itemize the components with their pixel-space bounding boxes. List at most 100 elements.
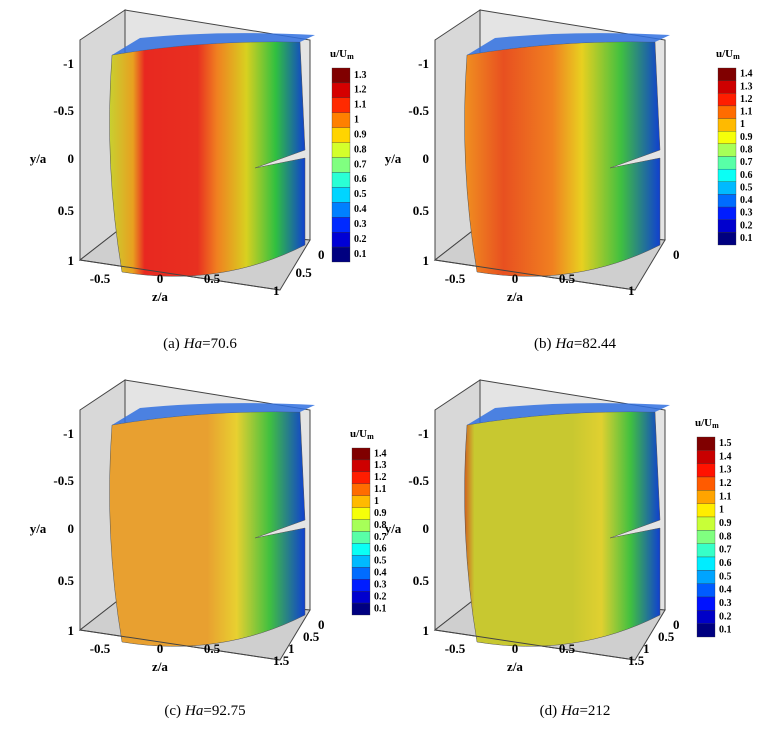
colorbar-swatch [331, 187, 351, 203]
colorbar-label: 0.4 [374, 568, 387, 579]
colorbar-label: 0.9 [374, 508, 387, 519]
colorbar-label: 1.3 [374, 460, 387, 471]
colorbar-label: 0.5 [374, 556, 387, 567]
colorbar-label: 0.6 [354, 174, 367, 185]
panel: y/a -1 -0.5 0 0.5 1 -0.5 0 0.5 z/a 0 0.5 1 u/Um1.3 1.2… [30, 9, 367, 304]
colorbar-swatch [351, 555, 371, 568]
z-axis-label: z/a [152, 659, 168, 674]
colorbar-title: u/Um [695, 417, 719, 430]
colorbar-label: 0.2 [740, 220, 753, 231]
caption: (b) Ha=82.44 [534, 336, 617, 352]
colorbar-label: 0.9 [719, 518, 732, 529]
y-tick-label: 0.5 [413, 573, 430, 588]
y-tick-label: -0.5 [408, 473, 429, 488]
colorbar-swatch [351, 531, 371, 544]
x-tick-label: 0 [673, 617, 680, 632]
colorbar-title: u/Um [330, 48, 354, 61]
panel: y/a-1-0.500.51-0.5 0 0.5z/a00.511.5u/Um1.4… [30, 379, 387, 674]
colorbar-swatch [696, 463, 716, 478]
colorbar-swatch [331, 172, 351, 188]
colorbar-swatch [717, 232, 737, 246]
colorbar-label: 0.8 [740, 144, 753, 155]
colorbar-swatch [717, 67, 737, 81]
y-axis-label: y/a [30, 521, 47, 536]
colorbar-swatch [331, 82, 351, 98]
colorbar-swatch [696, 570, 716, 584]
z-tick-label: 0.5 [204, 271, 221, 286]
colorbar-swatch [696, 596, 716, 611]
colorbar-swatch [331, 112, 351, 128]
caption-label: (d) [540, 703, 558, 719]
front-edge [434, 259, 636, 291]
colorbar-label: 1 [740, 119, 745, 130]
colorbar-label: 0.7 [354, 159, 367, 170]
colorbar-title-main: u/U [350, 428, 367, 440]
colorbar-label: 0.4 [354, 204, 367, 215]
caption: (a) Ha=70.6 [163, 336, 237, 352]
colorbar-label: 0.3 [374, 579, 387, 590]
colorbar-label: 0.1 [719, 625, 732, 636]
caption-value: =92.75 [203, 703, 245, 719]
colorbar-swatch [717, 93, 737, 107]
colorbar-swatch [331, 127, 351, 143]
caption-value: =70.6 [202, 336, 237, 352]
x-tick-label: 1.5 [628, 653, 645, 668]
y-tick-label: -1 [418, 56, 429, 71]
colorbar-swatch [696, 556, 716, 571]
y-tick-label: 0 [68, 521, 75, 536]
y-tick-label: -0.5 [408, 103, 429, 118]
z-tick-label: 0.5 [559, 641, 576, 656]
colorbar-label: 1.1 [374, 484, 387, 495]
colorbar-label: 0.6 [719, 558, 732, 569]
colorbar-swatch [331, 67, 351, 84]
x-tick-label: 0.5 [303, 629, 320, 644]
y-axis-label: y/a [385, 521, 402, 536]
colorbar-swatch [717, 194, 737, 208]
colorbar-label: 1 [719, 505, 724, 516]
colorbar-label: 1.3 [719, 465, 732, 476]
colorbar-swatch [696, 610, 716, 624]
z-tick-label: 0 [157, 641, 164, 656]
z-tick-label: 0.5 [204, 641, 221, 656]
colorbar-swatch [717, 206, 737, 220]
colorbar-label: 0.1 [374, 603, 387, 614]
colorbar-label: 1.3 [740, 81, 753, 92]
caption-variable: Ha [183, 336, 202, 352]
colorbar-swatch [351, 602, 371, 616]
colorbar-label: 0.6 [740, 170, 753, 181]
colorbar-swatch [717, 181, 737, 195]
caption-label: (a) [163, 336, 180, 352]
colorbar-swatch [696, 543, 716, 558]
colorbar-label: 1.1 [740, 107, 753, 118]
colorbar-label: 0.4 [740, 195, 753, 206]
colorbar-swatch [351, 495, 371, 508]
panel: y/a-1-0.500.51-0.5 0 0.5z/a00.511.5u/Um1.5… [385, 379, 732, 674]
colorbar-swatch [717, 118, 737, 132]
x-tick-label: 0.5 [296, 265, 313, 280]
y-tick-label: 0 [423, 151, 430, 166]
colorbar-swatch [717, 143, 737, 157]
colorbar-swatch [696, 490, 716, 504]
x-tick-label: 0 [673, 247, 680, 262]
colorbar-label: 1.2 [354, 85, 367, 96]
front-edge [79, 259, 281, 291]
caption: (c) Ha=92.75 [164, 703, 245, 719]
colorbar-label: 0.2 [719, 611, 732, 622]
surface-top [112, 403, 315, 425]
colorbar-swatch [696, 436, 716, 451]
surface-top [112, 33, 315, 55]
colorbar-title-sub: m [367, 432, 374, 441]
colorbar-swatch [351, 579, 371, 592]
colorbar-swatch [717, 168, 737, 182]
colorbar-label: 0.9 [740, 132, 753, 143]
x-tick-label: 0.5 [658, 629, 675, 644]
colorbar-swatch [717, 80, 737, 94]
colorbar-label: 0.8 [719, 531, 732, 542]
colorbar-swatch [351, 471, 371, 484]
x-tick-label: 1 [628, 283, 635, 298]
flow-surface [464, 411, 661, 647]
colorbar-swatch [351, 543, 371, 556]
colorbar-swatch [696, 530, 716, 544]
colorbar-swatch [696, 503, 716, 518]
caption-variable: Ha [560, 703, 579, 719]
